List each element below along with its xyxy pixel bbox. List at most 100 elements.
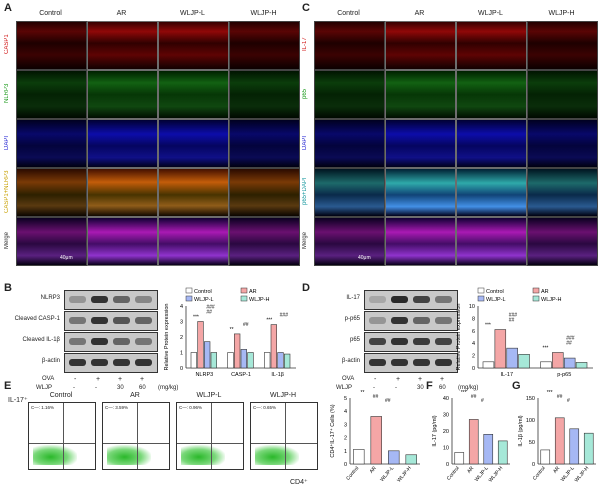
micrograph-tile xyxy=(314,217,385,266)
bar xyxy=(210,352,217,369)
blot-band xyxy=(435,338,452,345)
column-title: WLJP-H xyxy=(250,10,277,17)
micrograph-tile xyxy=(314,119,385,168)
row-label: Merge xyxy=(302,232,308,250)
blot-band xyxy=(391,359,408,366)
column-title: Control xyxy=(337,10,360,17)
blot-band xyxy=(91,317,108,324)
blot-label: β-actin xyxy=(41,358,60,364)
micrograph-tile xyxy=(527,119,598,168)
x-tick-label: NLRP3 xyxy=(195,372,213,378)
x-tick-label: WLJP-L xyxy=(379,465,395,483)
y-tick-label: 0 xyxy=(344,462,347,468)
bar xyxy=(197,321,204,369)
y-tick-label: 8 xyxy=(472,316,475,322)
significance-mark: ## xyxy=(557,394,563,400)
bar xyxy=(284,353,291,369)
blot-label: NLRP3 xyxy=(40,295,60,301)
y-axis-label: Relative Protein expression xyxy=(456,304,462,371)
micrograph-tile xyxy=(229,217,300,266)
micrograph-tile xyxy=(527,21,598,70)
row-label: CASP1 xyxy=(4,34,10,55)
column-title: Control xyxy=(39,10,62,17)
significance-mark: ## xyxy=(471,394,477,400)
significance-mark: ### xyxy=(206,305,215,311)
legend-swatch xyxy=(477,287,485,294)
y-tick-label: 3 xyxy=(344,422,347,428)
bar xyxy=(482,361,495,369)
bar xyxy=(494,329,507,369)
micrograph-tile xyxy=(527,168,598,217)
blot-band xyxy=(391,296,408,303)
blot-band xyxy=(369,359,386,366)
significance-mark: *** xyxy=(461,390,467,396)
x-tick-label: WLJP-H xyxy=(396,465,413,483)
bar xyxy=(388,450,400,465)
bar xyxy=(563,357,576,369)
significance-mark: ## xyxy=(566,341,572,347)
ova-sign: + xyxy=(440,376,445,383)
blot-strip xyxy=(64,290,158,310)
gate-text: C—: 0.96% xyxy=(179,405,203,410)
column-title: AR xyxy=(116,10,127,17)
y-tick-label: 20 xyxy=(443,429,449,435)
bar xyxy=(569,428,580,465)
bar xyxy=(583,432,594,465)
x-tick-label: IL-1β xyxy=(271,372,284,378)
y-tick-label: 50 xyxy=(529,440,535,446)
legend-label: Control xyxy=(486,289,504,295)
blot-band xyxy=(391,317,408,324)
blot-label: IL-17 xyxy=(346,295,360,301)
micrograph-tile xyxy=(385,21,456,70)
y-tick-label: 40 xyxy=(443,396,449,402)
micrograph-tile xyxy=(87,21,158,70)
micrograph-tile xyxy=(158,70,229,119)
row-label: Merge xyxy=(4,232,10,250)
legend-label: WLJP-H xyxy=(249,297,270,303)
micrograph-tile xyxy=(456,21,527,70)
blot-band xyxy=(391,338,408,345)
significance-mark: # xyxy=(481,398,484,404)
blot-band xyxy=(435,317,452,324)
legend-swatch xyxy=(240,287,248,294)
y-tick-label: 0 xyxy=(446,462,449,468)
ova-sign: + xyxy=(418,376,423,383)
gate-text: C—: 3.59% xyxy=(105,405,129,410)
ova-sign: + xyxy=(396,376,401,383)
significance-mark: *** xyxy=(193,315,199,321)
cell-cloud xyxy=(255,445,299,465)
bar xyxy=(190,352,197,369)
blot-strip xyxy=(364,290,458,310)
wljp-dose: - xyxy=(73,385,75,391)
flow-y-label: IL-17⁺ xyxy=(8,397,28,404)
bar xyxy=(554,417,565,465)
y-tick-label: 0 xyxy=(180,366,183,372)
micrograph-tile xyxy=(16,168,87,217)
micrograph-tile xyxy=(527,70,598,119)
blot-label: p65 xyxy=(349,337,360,343)
bar xyxy=(405,454,417,465)
blot-label: Cleaved CASP-1 xyxy=(14,316,60,322)
y-axis-label: Relative Protein expression xyxy=(164,304,170,371)
gate-text: C—: 0.65% xyxy=(253,405,277,410)
blot-band xyxy=(113,338,130,345)
wljp-label: WLJP xyxy=(336,385,353,391)
micrograph-tile xyxy=(158,217,229,266)
micrograph-tile xyxy=(87,70,158,119)
bar xyxy=(552,352,564,369)
bar xyxy=(540,449,551,465)
blot-band xyxy=(369,338,386,345)
bar xyxy=(234,333,241,369)
scale-bar: 40μm xyxy=(60,255,73,261)
micrograph-tile xyxy=(385,217,456,266)
micrograph-tile xyxy=(158,119,229,168)
significance-mark: *** xyxy=(485,323,491,329)
y-tick-label: 150 xyxy=(526,396,535,402)
micrograph-tile xyxy=(314,70,385,119)
micrograph-tile xyxy=(87,168,158,217)
bar xyxy=(264,352,271,369)
bar xyxy=(370,416,382,465)
